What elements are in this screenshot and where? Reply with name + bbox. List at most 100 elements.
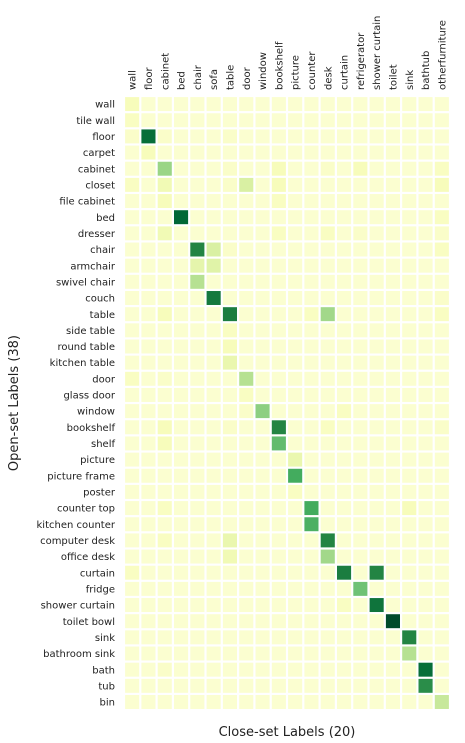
heatmap-cell	[157, 129, 172, 144]
heatmap-cell	[222, 258, 237, 273]
heatmap-cell	[190, 371, 205, 386]
heatmap-cell	[157, 468, 172, 483]
heatmap-cell	[337, 565, 352, 580]
heatmap-cell	[222, 581, 237, 596]
heatmap-cell	[190, 581, 205, 596]
heatmap-cell	[418, 291, 433, 305]
y-tick-label: closet	[85, 180, 115, 191]
heatmap-cell	[418, 387, 433, 402]
heatmap-cell	[320, 307, 335, 322]
heatmap-cell	[385, 695, 400, 709]
heatmap-cell	[434, 436, 449, 451]
heatmap-cell	[304, 549, 319, 564]
heatmap-cell	[190, 549, 205, 564]
heatmap-cell	[288, 678, 303, 693]
heatmap-cell	[255, 501, 270, 516]
heatmap-cell	[271, 161, 286, 176]
heatmap-cell	[304, 274, 319, 289]
heatmap-cell	[337, 517, 352, 532]
heatmap-cell	[369, 307, 384, 322]
heatmap-cell	[434, 533, 449, 548]
heatmap-cell	[304, 339, 319, 354]
heatmap-cell	[402, 194, 417, 209]
heatmap-cell	[255, 404, 270, 419]
heatmap-cell	[125, 145, 140, 160]
heatmap-cell	[157, 404, 172, 419]
y-tick-label: floor	[92, 132, 116, 143]
heatmap-cell	[271, 614, 286, 629]
heatmap-cell	[190, 355, 205, 370]
heatmap-cell	[190, 501, 205, 516]
heatmap-cell	[174, 307, 189, 322]
heatmap-cell	[288, 129, 303, 144]
heatmap-cell	[353, 436, 368, 451]
heatmap-cell	[125, 113, 140, 128]
heatmap-cell	[239, 533, 254, 548]
heatmap-cell	[304, 355, 319, 370]
heatmap-cell	[255, 565, 270, 580]
heatmap-cell	[320, 630, 335, 645]
heatmap-cell	[385, 226, 400, 241]
heatmap-cell	[434, 387, 449, 402]
heatmap-cell	[141, 387, 156, 402]
heatmap-cell	[141, 501, 156, 516]
heatmap-cell	[174, 565, 189, 580]
heatmap-cell	[369, 630, 384, 645]
heatmap-cell	[239, 113, 254, 128]
heatmap-cell	[222, 177, 237, 192]
heatmap-cell	[239, 646, 254, 661]
heatmap-cell	[222, 339, 237, 354]
heatmap-cell	[206, 339, 221, 354]
heatmap-cell	[271, 355, 286, 370]
heatmap-cell	[337, 258, 352, 273]
heatmap-cell	[222, 226, 237, 241]
heatmap-cell	[288, 291, 303, 305]
heatmap-cell	[125, 598, 140, 613]
heatmap-cell	[174, 468, 189, 483]
heatmap-cell	[239, 452, 254, 467]
heatmap-cell	[255, 678, 270, 693]
heatmap-cell	[353, 274, 368, 289]
heatmap-cell	[385, 614, 400, 629]
heatmap-cell	[402, 177, 417, 192]
heatmap-cell	[206, 517, 221, 532]
heatmap-cell	[385, 145, 400, 160]
heatmap-cell	[418, 210, 433, 225]
heatmap-cell	[141, 614, 156, 629]
y-tick-label: chair	[90, 245, 116, 256]
heatmap-cell	[385, 97, 400, 112]
heatmap-cell	[320, 161, 335, 176]
heatmap-cell	[255, 355, 270, 370]
heatmap-cell	[255, 614, 270, 629]
heatmap-cell	[141, 533, 156, 548]
heatmap-cell	[369, 113, 384, 128]
heatmap-cell	[125, 194, 140, 209]
heatmap-cell	[141, 145, 156, 160]
heatmap-cell	[337, 177, 352, 192]
heatmap-cell	[125, 355, 140, 370]
heatmap-cell	[222, 355, 237, 370]
heatmap-cell	[353, 695, 368, 709]
heatmap-cell	[369, 226, 384, 241]
heatmap-cell	[125, 161, 140, 176]
heatmap-cell	[125, 291, 140, 305]
y-tick-label: picture	[80, 455, 115, 466]
heatmap-cell	[385, 501, 400, 516]
heatmap-cell	[288, 517, 303, 532]
heatmap-cell	[402, 339, 417, 354]
heatmap-cell	[255, 323, 270, 338]
heatmap-cell	[385, 177, 400, 192]
heatmap-cell	[418, 339, 433, 354]
heatmap-cell	[304, 484, 319, 499]
heatmap-cell	[141, 581, 156, 596]
heatmap-cell	[304, 517, 319, 532]
heatmap-cell	[337, 468, 352, 483]
heatmap-cell	[157, 614, 172, 629]
heatmap-cell	[402, 452, 417, 467]
heatmap-cell	[304, 598, 319, 613]
heatmap-cell	[304, 177, 319, 192]
x-tick-label: sofa	[209, 69, 220, 90]
heatmap-cell	[304, 501, 319, 516]
heatmap-cell	[434, 258, 449, 273]
heatmap-cell	[353, 226, 368, 241]
